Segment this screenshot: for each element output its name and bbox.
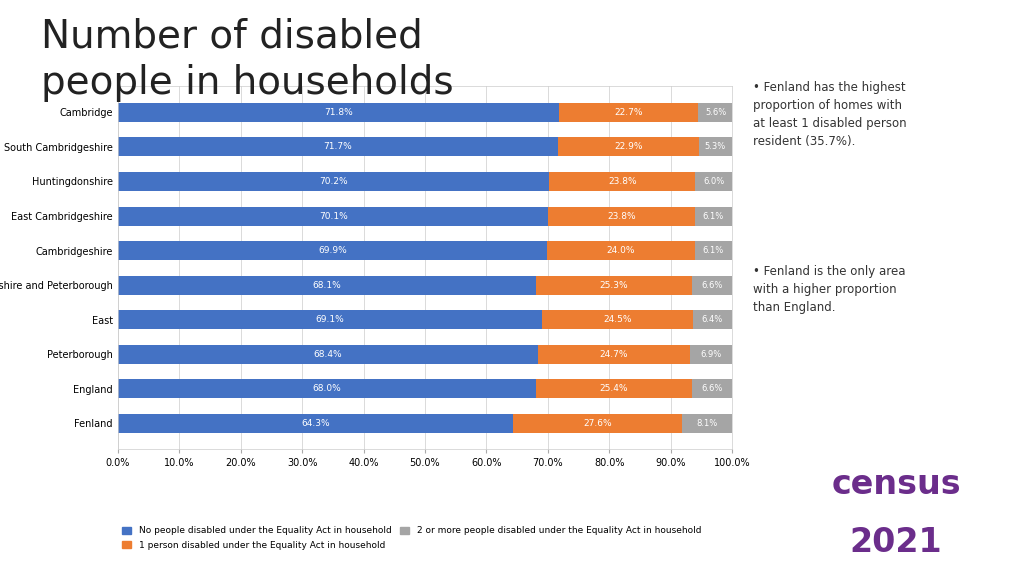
Text: 6.6%: 6.6% <box>701 281 723 290</box>
Text: 5.3%: 5.3% <box>705 142 726 151</box>
Text: 22.9%: 22.9% <box>614 142 643 151</box>
Bar <box>690 344 732 363</box>
Text: 2021: 2021 <box>850 526 942 559</box>
Bar <box>698 103 733 122</box>
Text: 68.4%: 68.4% <box>313 350 342 359</box>
Text: 6.0%: 6.0% <box>703 177 724 186</box>
Bar <box>118 172 549 191</box>
Text: 70.1%: 70.1% <box>318 211 347 221</box>
Bar <box>118 207 549 226</box>
Text: 68.1%: 68.1% <box>312 281 341 290</box>
Text: 71.7%: 71.7% <box>324 142 352 151</box>
Text: Number of disabled
people in households: Number of disabled people in households <box>41 17 454 103</box>
Bar <box>513 414 682 433</box>
Text: 23.8%: 23.8% <box>607 211 636 221</box>
Bar <box>549 172 695 191</box>
Bar <box>682 414 732 433</box>
Bar <box>118 103 559 122</box>
Bar <box>543 310 693 329</box>
Text: census: census <box>831 468 961 501</box>
Bar <box>691 379 732 398</box>
Text: 71.8%: 71.8% <box>324 108 352 117</box>
Bar <box>118 138 558 157</box>
Text: 24.7%: 24.7% <box>600 350 628 359</box>
Text: 70.2%: 70.2% <box>319 177 348 186</box>
Text: 64.3%: 64.3% <box>301 419 330 428</box>
Bar <box>536 379 691 398</box>
Text: 23.8%: 23.8% <box>608 177 637 186</box>
Bar <box>693 310 732 329</box>
Bar <box>691 275 732 294</box>
Text: 6.1%: 6.1% <box>702 211 724 221</box>
Bar <box>538 344 690 363</box>
Bar <box>694 207 732 226</box>
Bar <box>118 310 543 329</box>
Text: 69.1%: 69.1% <box>315 315 344 324</box>
Bar <box>118 414 513 433</box>
Bar <box>118 379 536 398</box>
Legend: No people disabled under the Equality Act in household, 1 person disabled under : No people disabled under the Equality Ac… <box>122 526 701 550</box>
Text: • Fenland is the only area
with a higher proportion
than England.: • Fenland is the only area with a higher… <box>753 265 905 314</box>
Text: 24.5%: 24.5% <box>603 315 632 324</box>
Text: 6.6%: 6.6% <box>701 384 723 393</box>
Text: 6.4%: 6.4% <box>701 315 723 324</box>
Text: 25.3%: 25.3% <box>600 281 628 290</box>
Text: 27.6%: 27.6% <box>584 419 612 428</box>
Bar <box>118 275 537 294</box>
Text: 6.9%: 6.9% <box>700 350 722 359</box>
Text: 8.1%: 8.1% <box>696 419 718 428</box>
Bar <box>559 103 698 122</box>
Bar <box>694 241 732 260</box>
Bar <box>118 344 538 363</box>
Bar <box>537 275 691 294</box>
Bar <box>699 138 731 157</box>
Bar <box>118 241 547 260</box>
Bar <box>549 207 694 226</box>
Text: 22.7%: 22.7% <box>614 108 643 117</box>
Bar <box>547 241 694 260</box>
Bar <box>695 172 732 191</box>
Text: 25.4%: 25.4% <box>599 384 628 393</box>
Text: • Fenland has the highest
proportion of homes with
at least 1 disabled person
re: • Fenland has the highest proportion of … <box>753 81 906 147</box>
Text: 69.9%: 69.9% <box>318 246 347 255</box>
Text: 6.1%: 6.1% <box>702 246 724 255</box>
Text: 68.0%: 68.0% <box>312 384 341 393</box>
Bar <box>558 138 699 157</box>
Text: 5.6%: 5.6% <box>705 108 726 117</box>
Text: 24.0%: 24.0% <box>606 246 635 255</box>
